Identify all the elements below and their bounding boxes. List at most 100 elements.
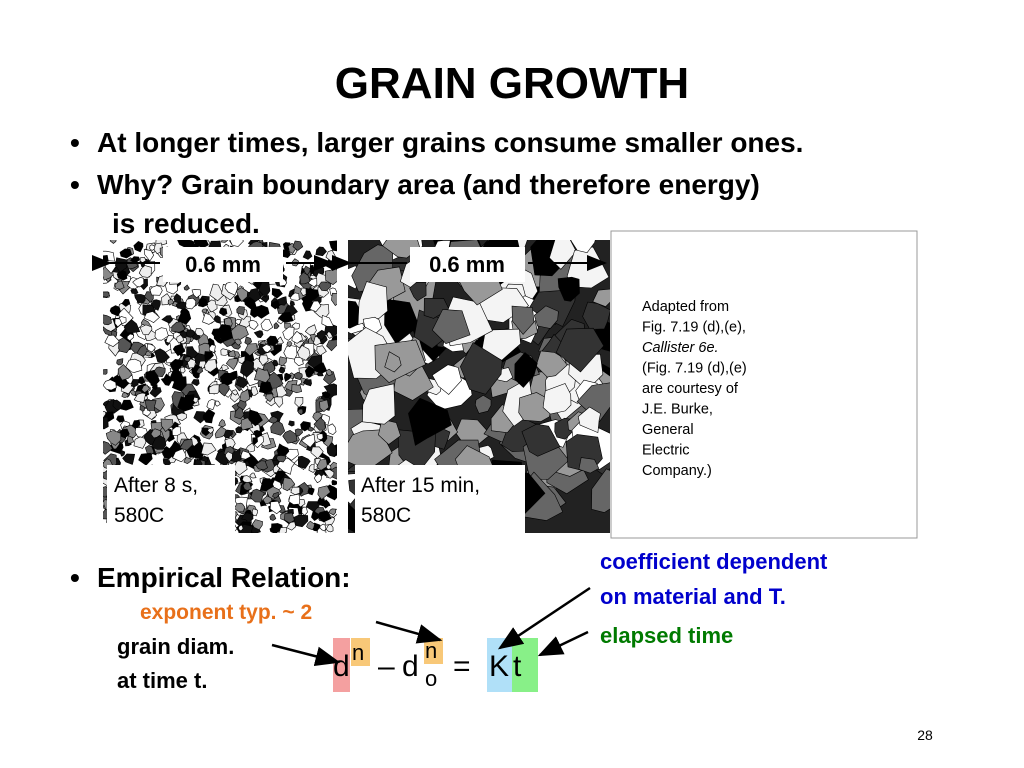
grain <box>313 417 326 431</box>
grain <box>306 520 315 530</box>
grain <box>172 448 187 463</box>
grain <box>291 384 303 394</box>
highlight <box>351 638 370 666</box>
grain <box>169 358 184 371</box>
caption: After 15 min, <box>361 474 480 497</box>
grain <box>198 297 209 308</box>
grain <box>326 442 337 458</box>
page-number: 28 <box>917 727 933 743</box>
scale-box <box>410 247 525 282</box>
grain <box>240 359 255 378</box>
grain <box>270 419 286 436</box>
grain <box>225 451 233 462</box>
grain <box>408 397 452 446</box>
grain <box>138 452 153 466</box>
diam-note: at time t. <box>117 668 207 693</box>
grain <box>323 383 337 400</box>
grain <box>283 345 298 360</box>
grain <box>173 293 181 304</box>
grain <box>384 351 402 373</box>
grain <box>191 289 201 299</box>
grain <box>239 389 251 403</box>
grain <box>103 411 107 419</box>
grain <box>143 311 160 323</box>
grain <box>266 335 279 347</box>
grain <box>191 379 200 387</box>
grain <box>362 383 396 425</box>
grain <box>319 523 327 532</box>
grain <box>202 312 216 325</box>
caption-box <box>355 465 525 533</box>
grain <box>252 437 258 446</box>
grain <box>278 366 286 374</box>
grain <box>301 433 316 448</box>
grain <box>268 416 279 424</box>
grain <box>248 409 263 427</box>
grain <box>326 339 337 352</box>
equation: n <box>352 640 364 665</box>
grain <box>186 358 196 369</box>
grain <box>557 276 580 302</box>
grain <box>241 512 254 524</box>
bullet: • <box>70 169 80 200</box>
grain <box>284 512 295 524</box>
grain <box>103 416 109 430</box>
grain <box>282 429 298 444</box>
grain <box>276 443 290 456</box>
grain <box>119 399 134 411</box>
grain <box>120 450 126 457</box>
grain <box>331 292 337 307</box>
grain <box>277 296 288 306</box>
grain <box>259 478 276 492</box>
grain <box>293 514 309 528</box>
grain <box>324 268 337 285</box>
grain <box>115 257 128 273</box>
grain <box>521 423 561 457</box>
grain <box>214 400 221 407</box>
grain <box>316 345 327 357</box>
grain <box>288 494 301 505</box>
grain <box>301 506 308 516</box>
grain <box>326 330 333 339</box>
grain <box>202 408 216 424</box>
grain <box>289 292 300 301</box>
grain <box>217 324 233 342</box>
grain <box>316 433 324 441</box>
grain <box>297 408 304 415</box>
grain <box>231 389 239 396</box>
grain <box>258 281 271 298</box>
grain <box>238 524 244 531</box>
grain <box>313 473 322 484</box>
grain <box>154 348 170 363</box>
grain <box>229 240 244 247</box>
grain <box>302 250 313 260</box>
grain <box>576 382 610 422</box>
grain <box>290 486 301 495</box>
grain <box>232 460 248 476</box>
grain <box>514 352 538 388</box>
grain <box>116 358 124 366</box>
grain <box>260 295 270 303</box>
grain <box>109 240 117 244</box>
grain <box>204 351 214 361</box>
credit-line: (Fig. 7.19 (d),(e) <box>642 361 747 377</box>
grain <box>269 500 282 515</box>
coefficient-note: on material and T. <box>600 584 786 609</box>
grain <box>103 486 112 498</box>
grain <box>171 376 187 392</box>
grain <box>277 311 294 323</box>
scale-box <box>163 247 283 282</box>
grain <box>109 305 121 317</box>
grain <box>104 334 121 347</box>
grain <box>206 399 216 410</box>
grain <box>172 343 186 357</box>
caption: 580C <box>361 504 411 527</box>
grain <box>160 373 173 386</box>
grain <box>218 307 228 316</box>
grain <box>234 338 242 346</box>
grain <box>126 333 134 342</box>
grain <box>258 381 273 394</box>
grain <box>307 277 318 288</box>
grain <box>265 393 274 403</box>
grain <box>331 479 337 486</box>
